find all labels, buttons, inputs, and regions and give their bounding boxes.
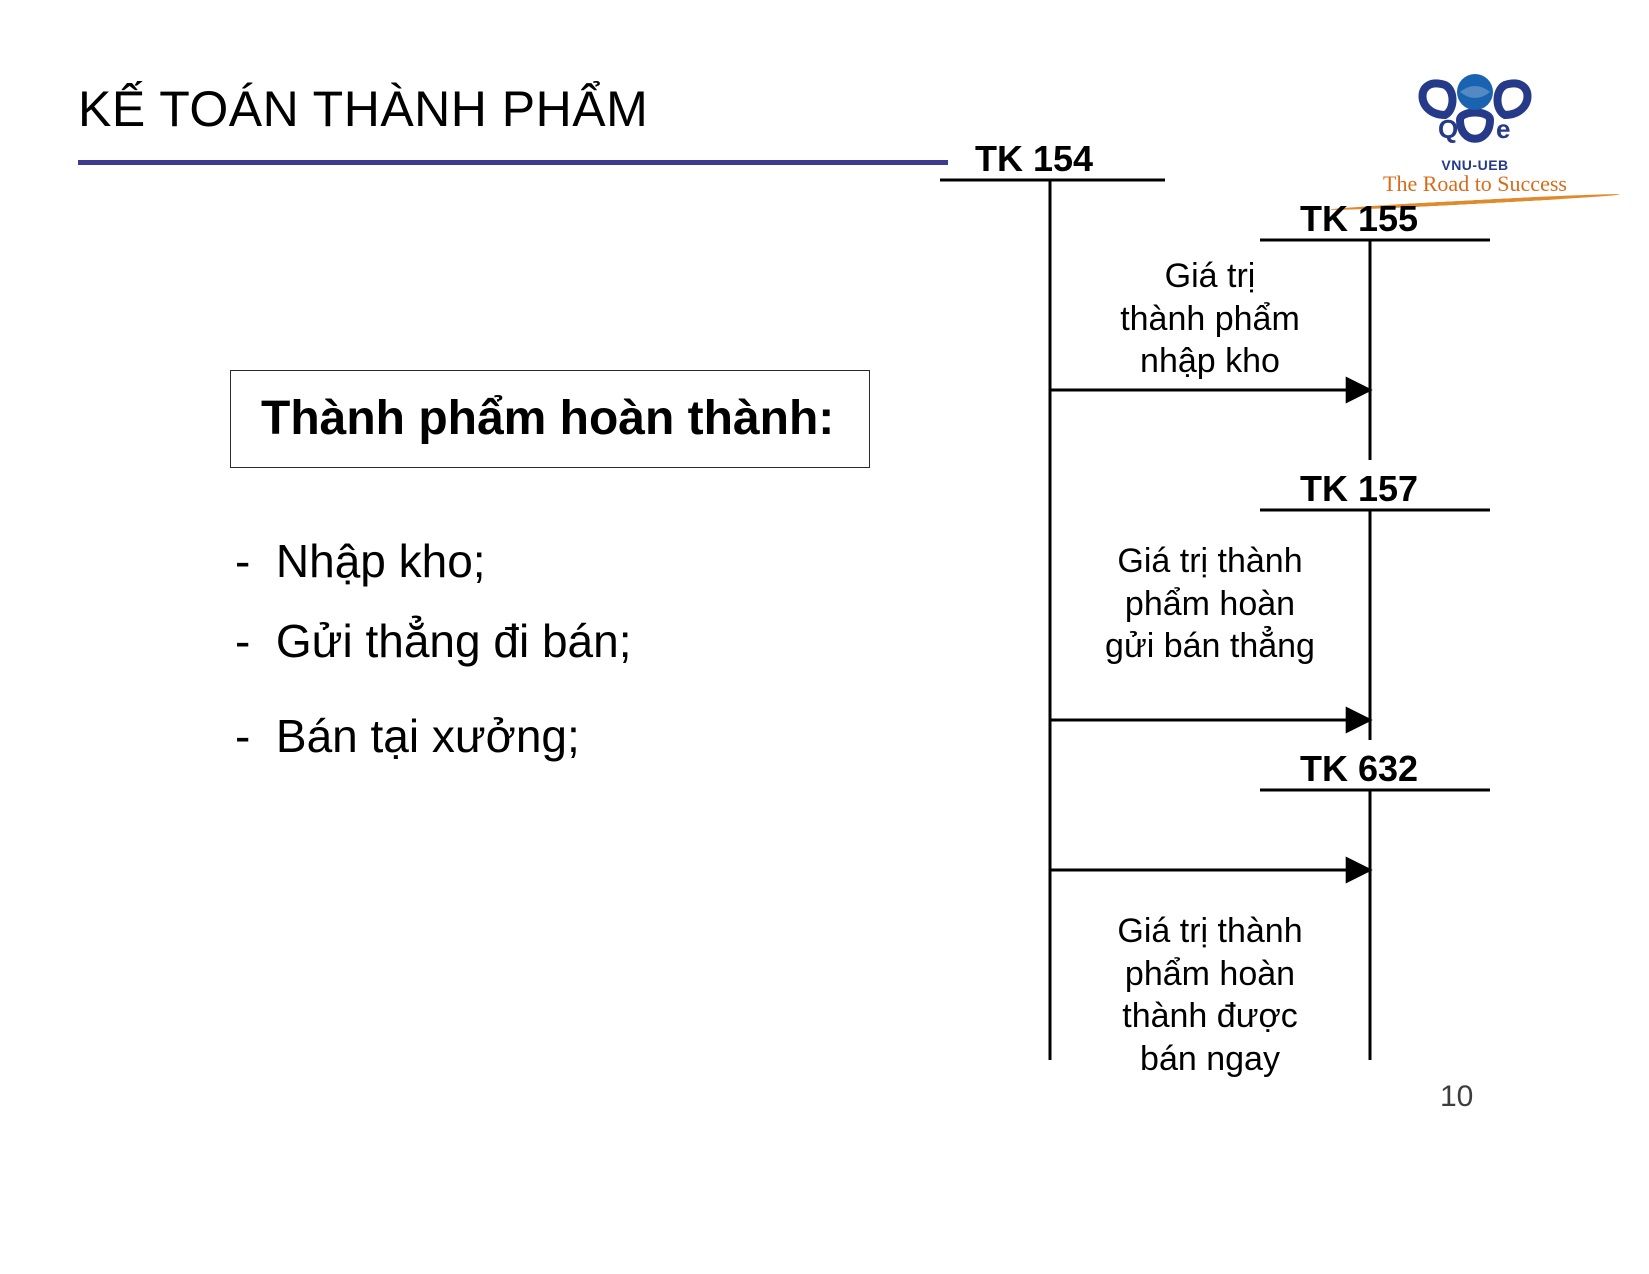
t-account-diagram	[0, 0, 1649, 1274]
flow-line: bán ngay	[1060, 1038, 1360, 1081]
tk154-label: TK 154	[975, 138, 1093, 180]
page-number: 10	[1440, 1080, 1473, 1114]
flow-desc-tk155: Giá trị thành phẩm nhập kho	[1060, 255, 1360, 383]
flow-line: phẩm hoàn	[1060, 583, 1360, 626]
flow-line: Giá trị	[1060, 255, 1360, 298]
flow-line: nhập kho	[1060, 340, 1360, 383]
flow-line: phẩm hoàn	[1060, 953, 1360, 996]
flow-line: Giá trị thành	[1060, 910, 1360, 953]
flow-desc-tk632: Giá trị thành phẩm hoàn thành được bán n…	[1060, 910, 1360, 1080]
flow-line: Giá trị thành	[1060, 540, 1360, 583]
tk157-label: TK 157	[1300, 468, 1418, 510]
flow-line: thành phẩm	[1060, 298, 1360, 341]
tk155-label: TK 155	[1300, 198, 1418, 240]
flow-line: thành được	[1060, 995, 1360, 1038]
tk632-label: TK 632	[1300, 748, 1418, 790]
flow-line: gửi bán thẳng	[1060, 625, 1360, 668]
flow-desc-tk157: Giá trị thành phẩm hoàn gửi bán thẳng	[1060, 540, 1360, 668]
